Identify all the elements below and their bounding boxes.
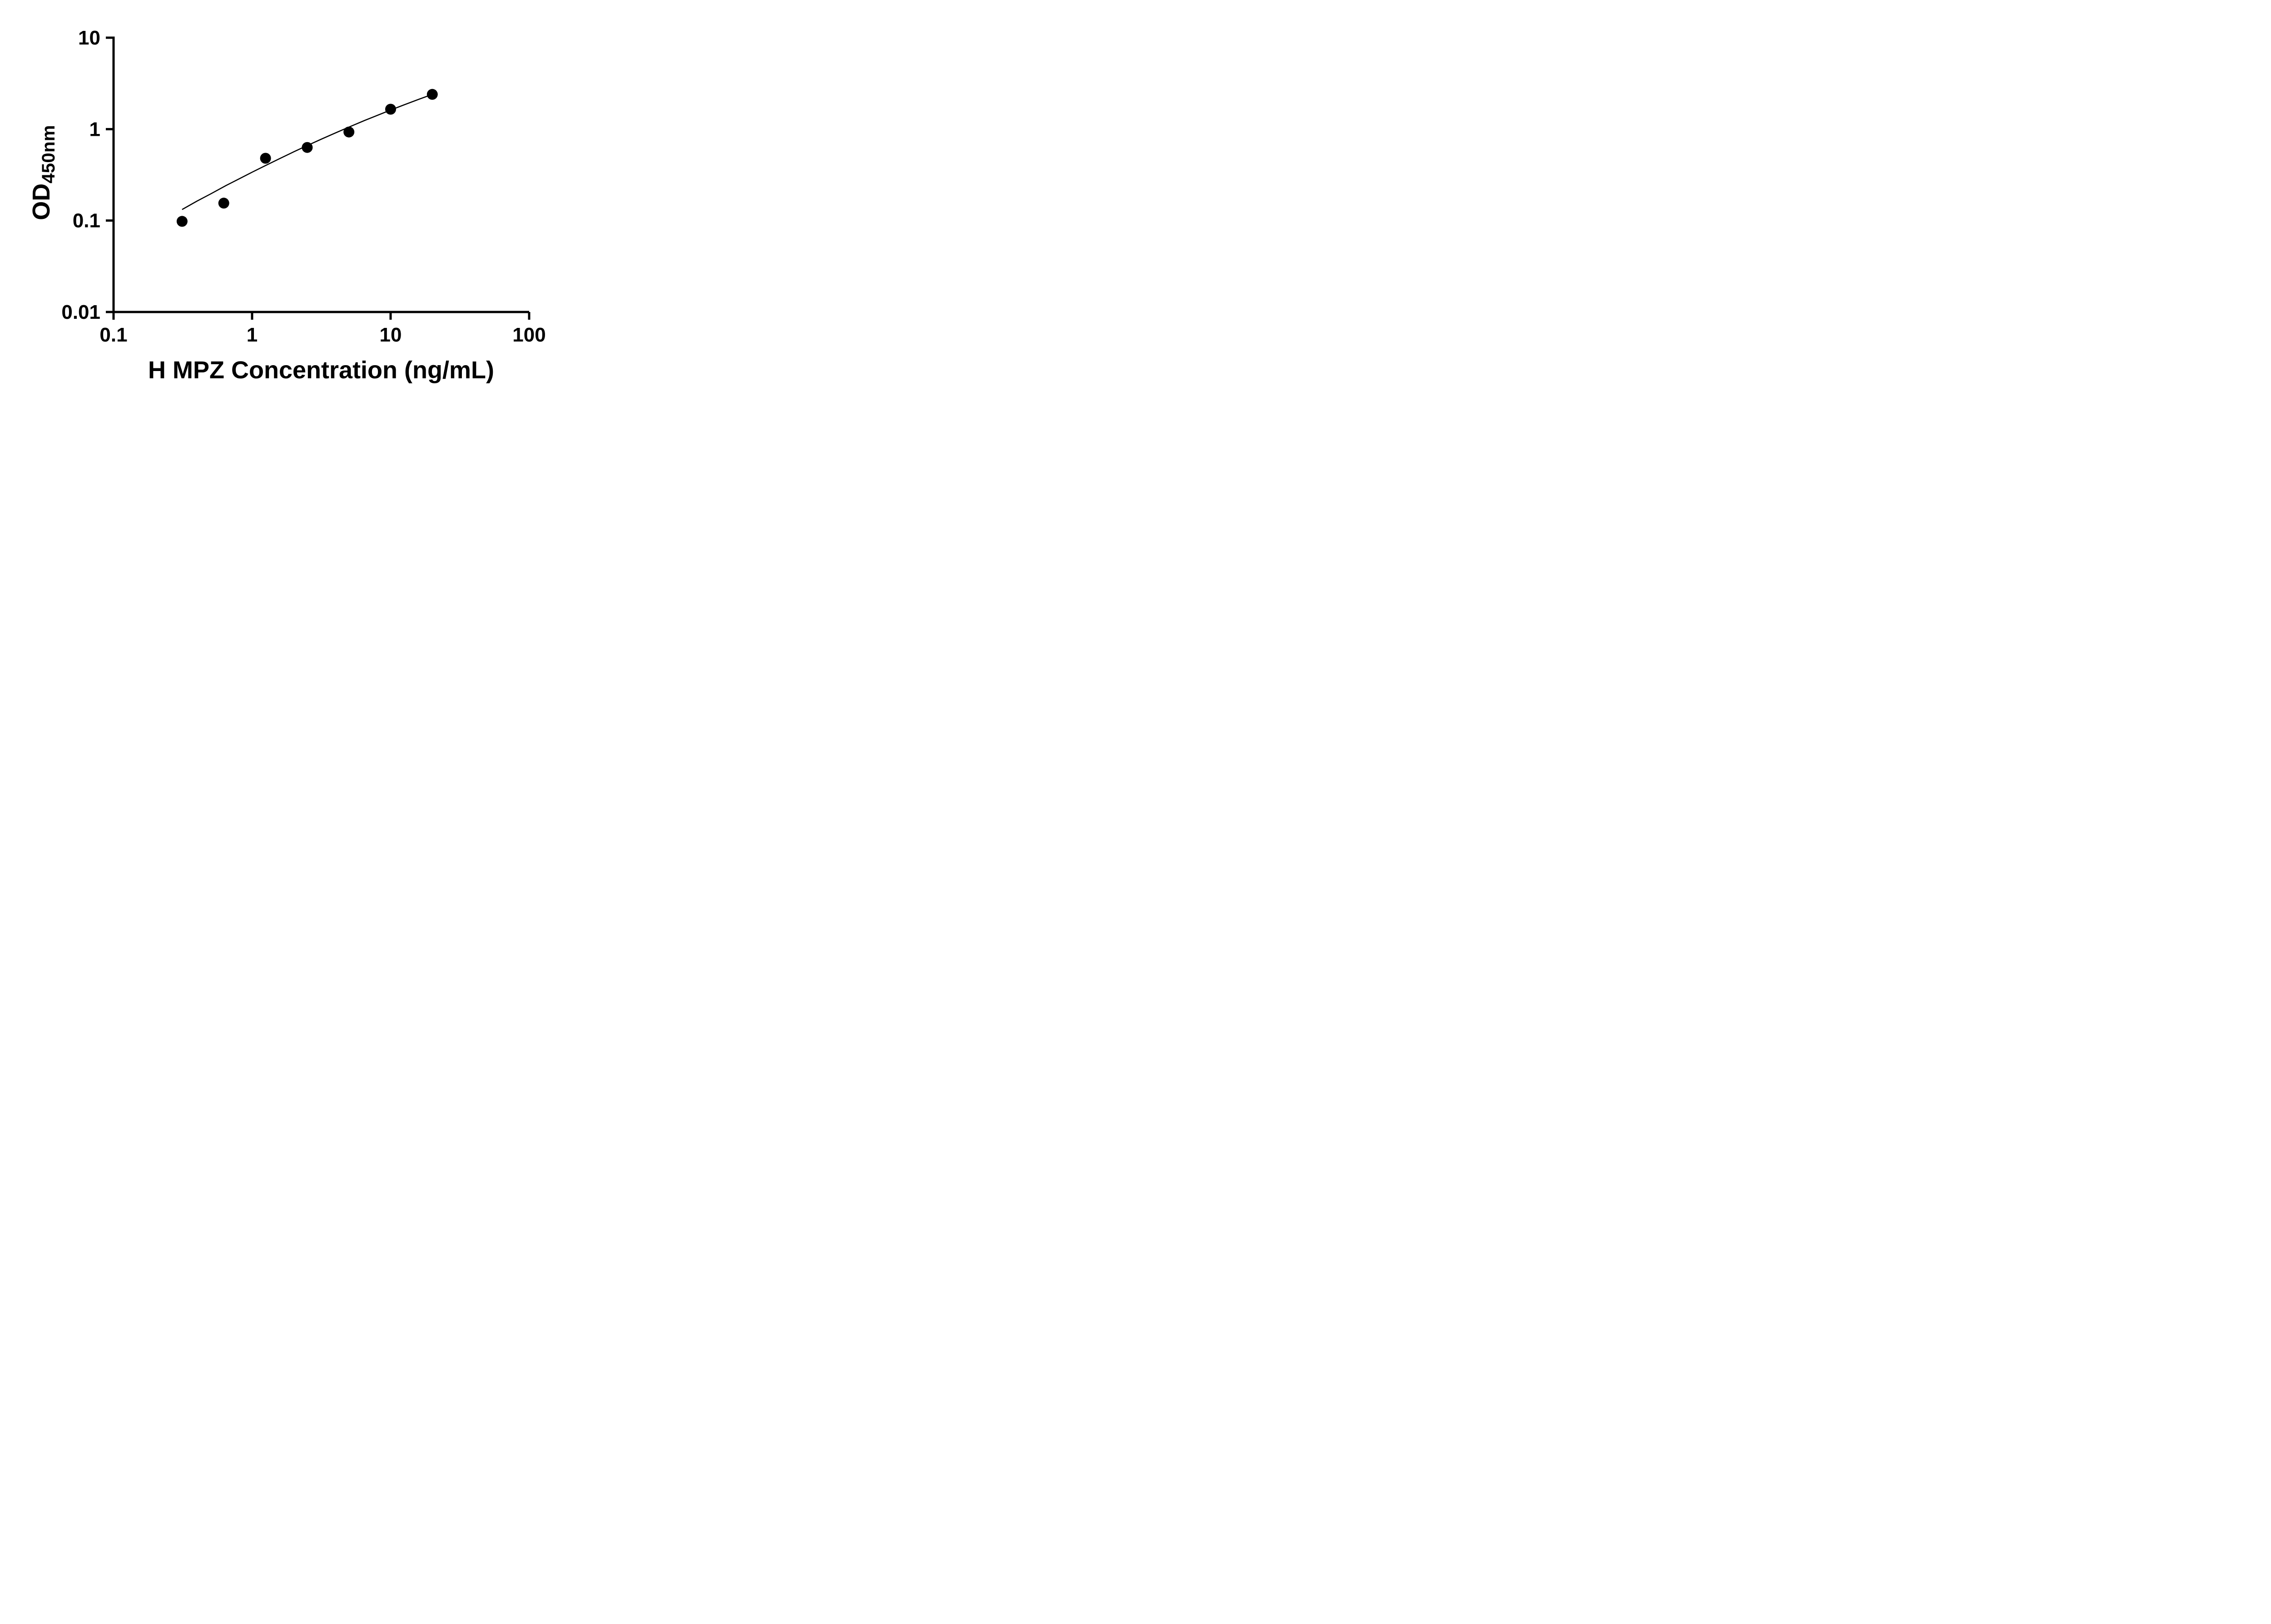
y-tick-label: 1 — [89, 118, 100, 140]
data-point — [218, 198, 229, 209]
axis-spine — [112, 36, 529, 313]
y-axis-title-subscript: 450nm — [39, 125, 59, 183]
elisa-standard-curve-figure: 0.1 1 10 100 0.01 0.1 1 10 OD450nm H MPZ Concen… — [0, 0, 587, 406]
data-point — [176, 216, 188, 227]
y-axis-title: OD450nm — [27, 125, 59, 220]
x-tick-label: 1 — [247, 324, 258, 346]
data-point — [385, 104, 396, 115]
y-axis-title-main: OD — [27, 183, 55, 220]
x-tick-label: 0.1 — [99, 324, 127, 346]
data-point — [343, 126, 355, 138]
x-tick-label: 100 — [512, 324, 545, 346]
data-point — [302, 142, 313, 153]
x-axis-title: H MPZ Concentration (ng/mL) — [148, 356, 494, 384]
y-tick-label: 0.1 — [73, 210, 100, 232]
y-tick-label: 0.01 — [61, 301, 100, 323]
y-tick-label: 10 — [78, 27, 100, 49]
x-tick-label: 10 — [380, 324, 402, 346]
data-point — [260, 153, 271, 164]
data-point — [426, 89, 438, 100]
